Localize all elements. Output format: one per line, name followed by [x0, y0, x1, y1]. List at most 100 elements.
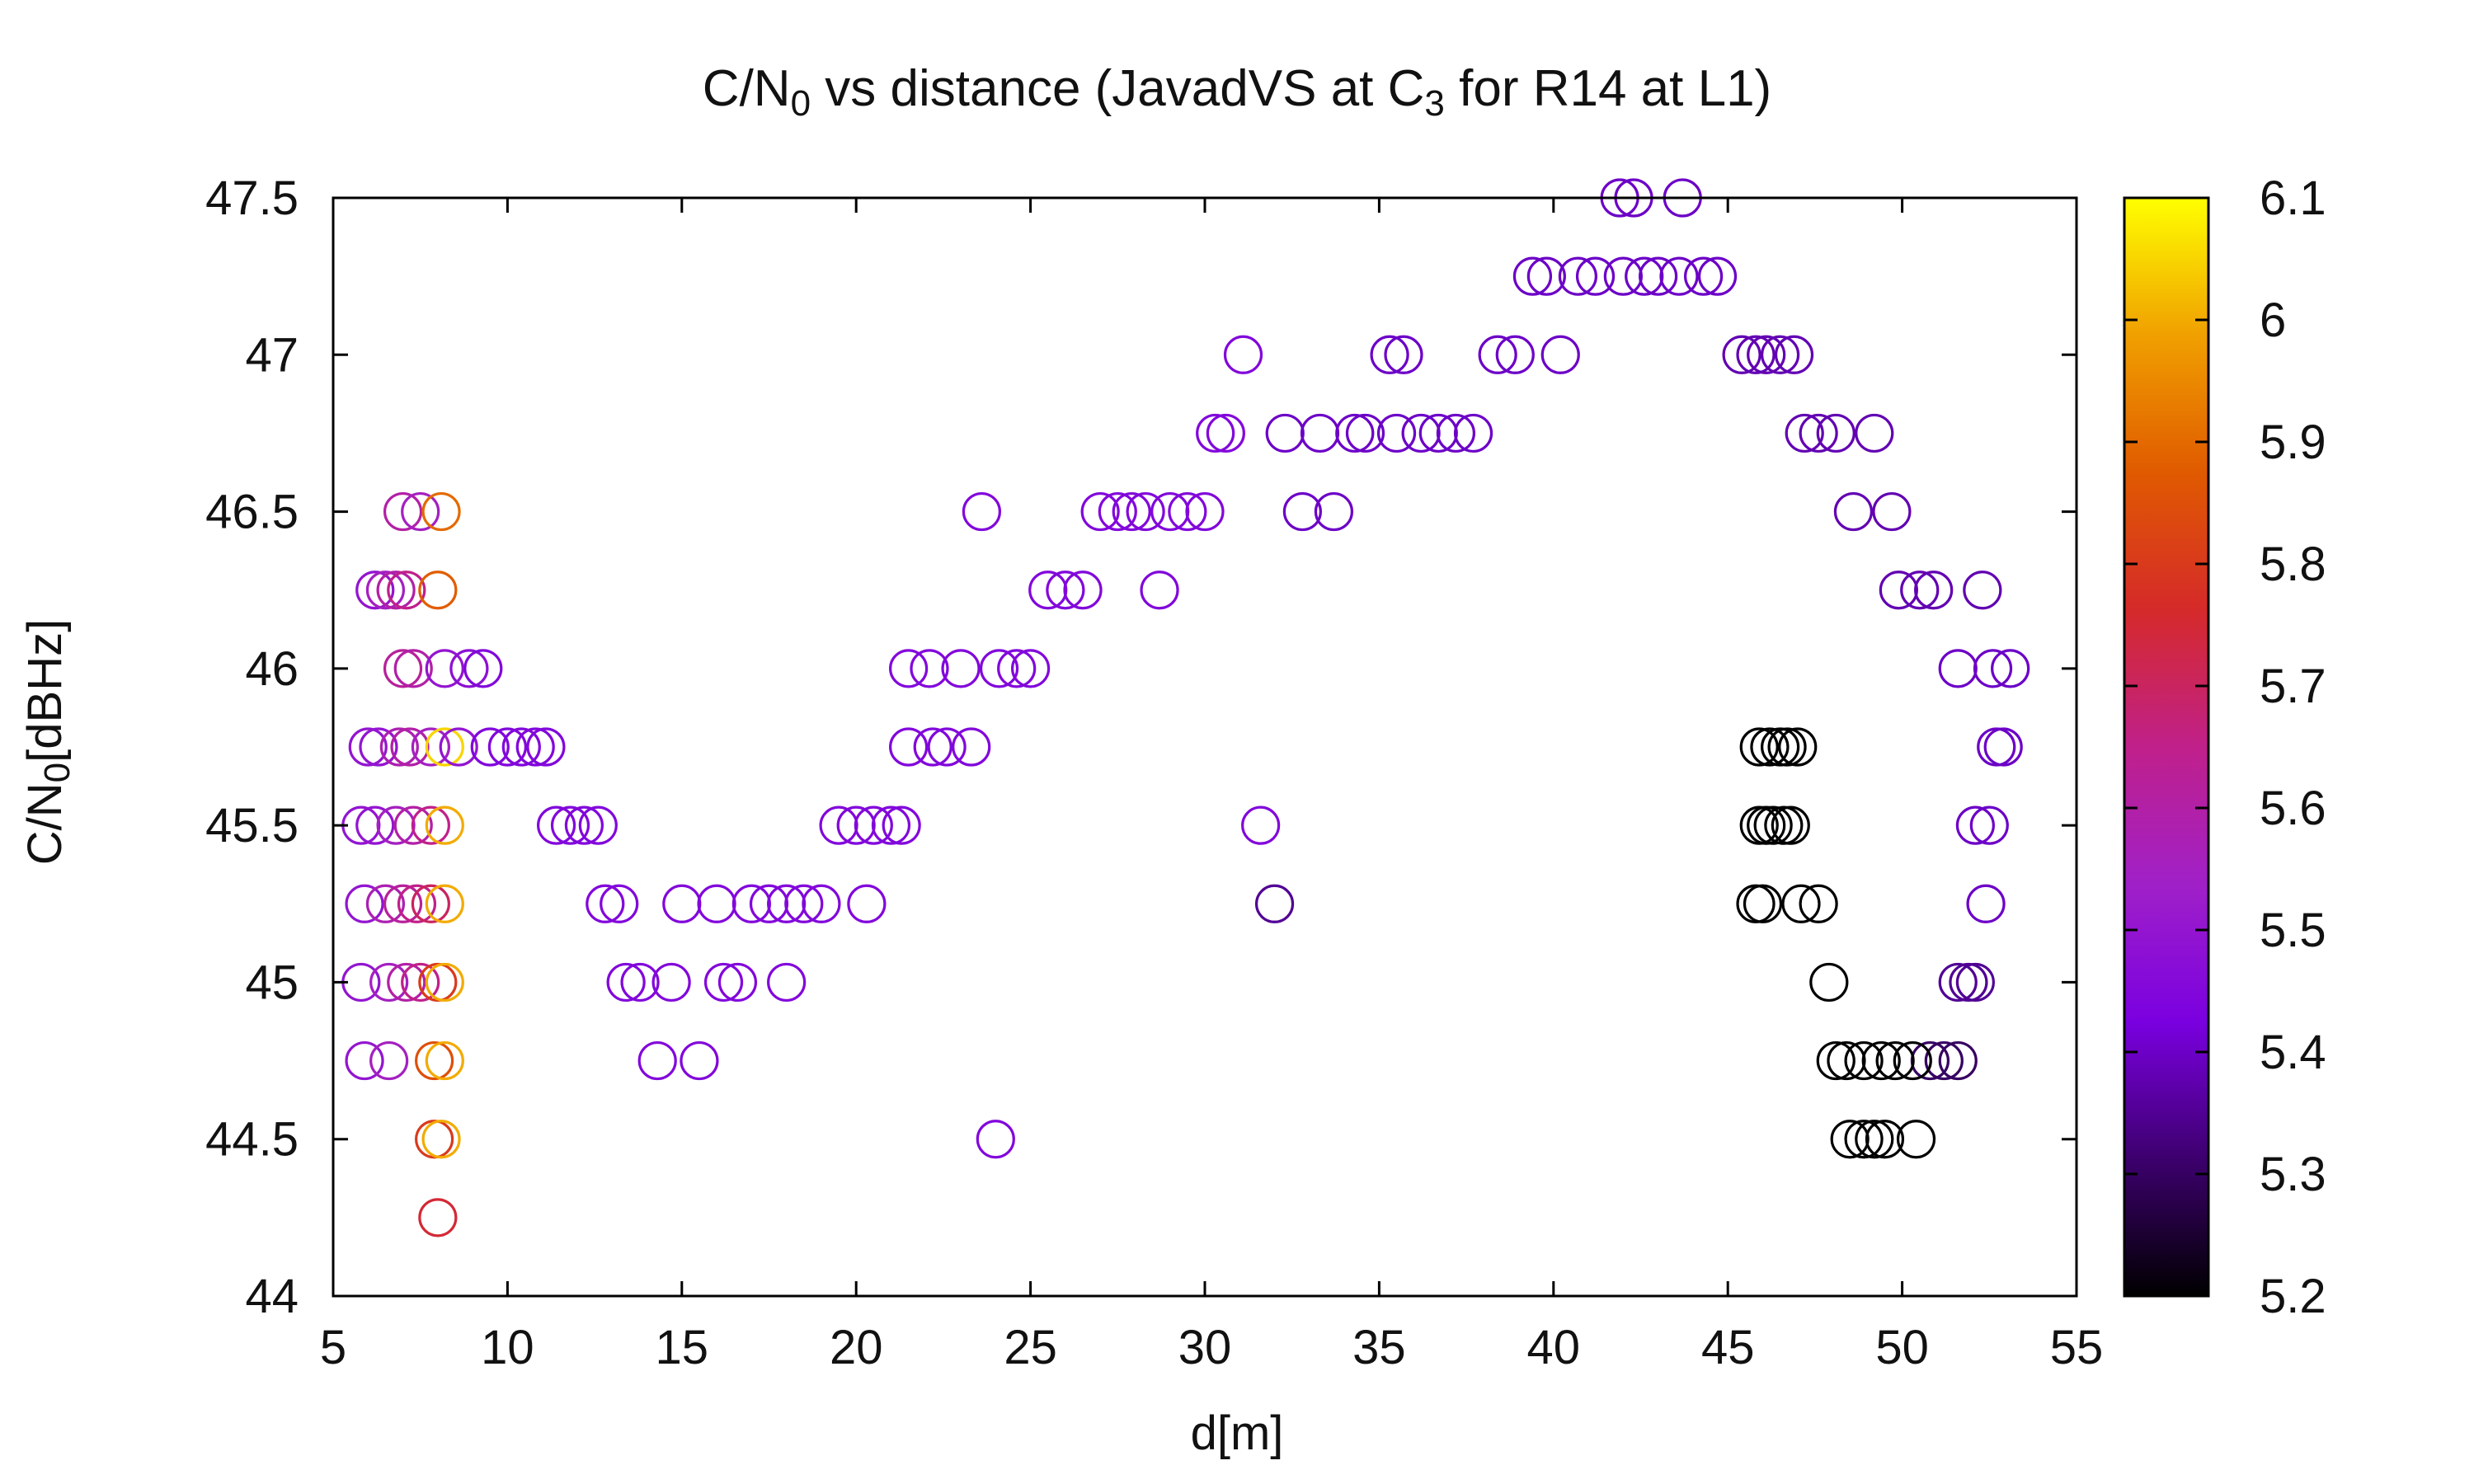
- data-point: [1558, 256, 1597, 296]
- data-point: [1625, 256, 1664, 296]
- data-point: [376, 571, 416, 610]
- data-point: [927, 727, 967, 767]
- data-point: [997, 649, 1037, 688]
- chart-title: C/N0 vs distance (JavadVS at C3 for R14 …: [702, 60, 1772, 124]
- data-point: [550, 805, 590, 845]
- data-point: [1761, 335, 1800, 374]
- data-point: [889, 727, 929, 767]
- data-point: [1767, 727, 1807, 767]
- colorbar-tick-label: 5.2: [2260, 1270, 2326, 1323]
- data-point: [421, 1120, 461, 1159]
- x-tick-label: 5: [320, 1321, 346, 1374]
- data-point: [526, 727, 566, 767]
- data-point: [1722, 335, 1761, 374]
- colorbar-tick-label: 5.3: [2260, 1148, 2326, 1201]
- data-point: [1384, 335, 1423, 374]
- data-point: [1799, 413, 1838, 453]
- data-point: [1861, 1040, 1901, 1081]
- data-point: [470, 727, 510, 767]
- data-point: [889, 649, 929, 688]
- data-point: [1785, 413, 1824, 453]
- x-tick-label: 15: [656, 1321, 709, 1374]
- data-point: [1865, 1120, 1905, 1159]
- data-point: [854, 805, 893, 845]
- data-point: [1747, 335, 1786, 374]
- data-point: [1684, 256, 1724, 296]
- data-point: [836, 805, 876, 845]
- data-point: [586, 884, 625, 923]
- data-point: [1063, 571, 1103, 610]
- data-point: [1893, 1040, 1932, 1081]
- data-point: [1924, 1040, 1964, 1081]
- data-point: [1963, 571, 2002, 610]
- data-point: [802, 884, 841, 923]
- data-point: [415, 1120, 454, 1159]
- data-point: [680, 1040, 719, 1081]
- data-point: [1955, 962, 1995, 1003]
- x-tick-label: 25: [1004, 1321, 1057, 1374]
- y-tick-label: 45: [245, 956, 299, 1009]
- data-point: [749, 884, 789, 923]
- y-tick-label: 45.5: [205, 799, 299, 852]
- data-point: [1938, 962, 1978, 1003]
- data-point: [383, 884, 423, 923]
- data-point: [369, 1040, 409, 1081]
- data-point: [401, 962, 440, 1003]
- data-point: [1743, 884, 1783, 923]
- data-point: [439, 727, 478, 767]
- colorbar-tick-label: 5.4: [2260, 1026, 2326, 1079]
- axes: 5 10 15 20 25 30 35 40 45 50 55 44 44.5 45 45.5 46 46.5 4…: [205, 171, 2103, 1374]
- data-point: [365, 571, 406, 610]
- colorbar-tick-label: 6.1: [2260, 171, 2326, 225]
- x-tick-label: 35: [1352, 1321, 1406, 1374]
- data-point: [1540, 335, 1580, 374]
- data-points: [341, 178, 2030, 1237]
- data-point: [425, 884, 464, 923]
- data-point: [1223, 335, 1263, 374]
- data-point: [767, 884, 807, 923]
- data-point: [1370, 335, 1409, 374]
- data-point: [1778, 727, 1818, 767]
- data-point: [1185, 491, 1225, 532]
- colorbar-tick-label: 5.8: [2260, 538, 2326, 591]
- data-point: [1206, 413, 1245, 453]
- data-point: [1966, 884, 2006, 923]
- data-point: [1140, 571, 1179, 610]
- data-point: [1900, 571, 1940, 610]
- data-point: [651, 962, 691, 1003]
- data-point: [365, 884, 406, 923]
- data-point: [501, 727, 541, 767]
- data-point: [425, 727, 464, 767]
- data-point: [1010, 649, 1051, 688]
- data-point: [1799, 884, 1838, 923]
- data-point: [1855, 1120, 1894, 1159]
- data-point: [1241, 805, 1281, 845]
- data-point: [1969, 805, 2009, 845]
- data-point: [379, 727, 419, 767]
- data-point: [387, 571, 426, 610]
- y-tick-label: 46: [245, 642, 299, 696]
- x-tick-label: 55: [2050, 1321, 2104, 1374]
- data-point: [1910, 1040, 1950, 1081]
- data-point: [717, 962, 758, 1003]
- data-point: [952, 727, 991, 767]
- data-point: [390, 727, 430, 767]
- data-point: [882, 805, 921, 845]
- data-point: [731, 884, 771, 923]
- data-point: [871, 805, 911, 845]
- data-point: [425, 962, 464, 1003]
- data-point: [1855, 413, 1894, 453]
- data-point: [1265, 413, 1305, 453]
- x-axis-label: d[m]: [1190, 1407, 1284, 1460]
- data-point: [345, 1040, 384, 1081]
- data-point: [515, 727, 555, 767]
- data-point: [1603, 256, 1643, 296]
- data-point: [411, 727, 450, 767]
- data-point: [1816, 413, 1856, 453]
- data-point: [383, 491, 423, 532]
- colorbar: 5.2 5.3 5.4 5.5 5.6 5.7 5.8 5.9 6 6.1: [2123, 171, 2326, 1323]
- y-tick-label: 44.5: [205, 1113, 299, 1167]
- data-point: [348, 727, 388, 767]
- data-point: [913, 727, 952, 767]
